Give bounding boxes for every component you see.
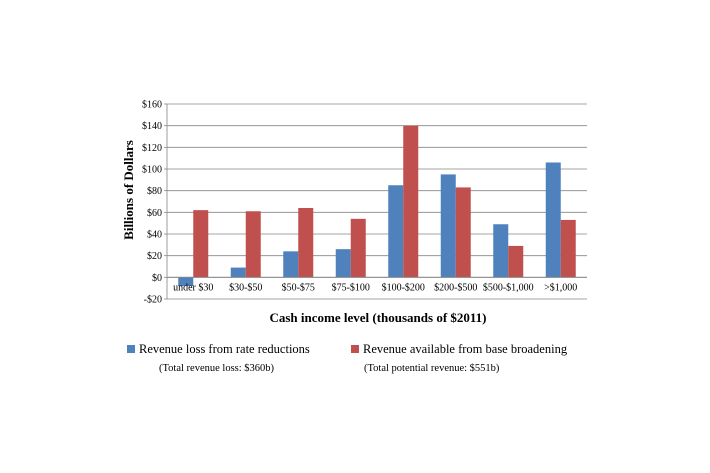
x-tick-label: $200-$500 <box>434 282 477 293</box>
bar-base-broadening <box>508 245 524 278</box>
x-tick-label: under $30 <box>173 282 213 293</box>
y-tick-label: $40 <box>147 230 162 241</box>
bar-rate-reductions <box>178 277 194 286</box>
x-tick-label: $75-$100 <box>332 282 370 293</box>
y-tick-label: $140 <box>142 121 162 132</box>
bar-rate-reductions <box>388 185 404 278</box>
bar-rate-reductions <box>493 224 509 278</box>
bar-rate-reductions <box>440 174 456 278</box>
bar-base-broadening <box>455 187 471 278</box>
bar-base-broadening <box>403 125 419 278</box>
y-tick-label: $80 <box>147 186 162 197</box>
bar-rate-reductions <box>545 162 561 278</box>
bar-base-broadening <box>193 210 209 278</box>
legend-note-total-potential: (Total potential revenue: $551b) <box>364 363 500 374</box>
x-tick-label: $100-$200 <box>382 282 425 293</box>
y-tick-label: $20 <box>147 251 162 262</box>
x-tick-label: $500-$1,000 <box>483 282 534 293</box>
bar-base-broadening <box>298 208 314 278</box>
bars <box>178 125 576 286</box>
legend-swatch-rate-reductions <box>127 345 135 353</box>
gridlines <box>167 103 587 300</box>
y-tick-label: $0 <box>152 273 162 284</box>
y-tick-label: $120 <box>142 143 162 154</box>
axes <box>164 103 587 300</box>
bar-base-broadening <box>560 219 576 278</box>
legend-note-total-loss: (Total revenue loss: $360b) <box>159 363 275 374</box>
bar-base-broadening <box>245 211 261 278</box>
bar-rate-reductions <box>335 249 351 278</box>
x-tick-label: $50-$75 <box>282 282 315 293</box>
y-axis-title: Billions of Dollars <box>121 140 136 240</box>
x-tick-label: >$1,000 <box>544 282 577 293</box>
y-tick-label: $160 <box>142 100 162 111</box>
bar-rate-reductions <box>230 267 246 278</box>
x-axis-title: Cash income level (thousands of $2011) <box>269 310 486 325</box>
x-tick-label: $30-$50 <box>229 282 262 293</box>
legend-swatch-base-broadening <box>351 345 359 353</box>
y-tick-label: -$20 <box>144 295 162 306</box>
y-tick-label: $60 <box>147 208 162 219</box>
y-tick-labels: -$20 $0 $20 $40 $60 $80 $100 $120 $140 $160 <box>142 100 162 306</box>
bar-base-broadening <box>350 218 366 278</box>
bar-rate-reductions <box>283 251 299 278</box>
legend-label-base-broadening: Revenue available from base broadening <box>363 342 568 356</box>
legend: Revenue loss from rate reductions (Total… <box>127 342 568 374</box>
y-tick-label: $100 <box>142 165 162 176</box>
legend-label-rate-reductions: Revenue loss from rate reductions <box>139 342 310 356</box>
x-tick-labels: under $30 $30-$50 $50-$75 $75-$100 $100-$200… <box>173 282 577 293</box>
